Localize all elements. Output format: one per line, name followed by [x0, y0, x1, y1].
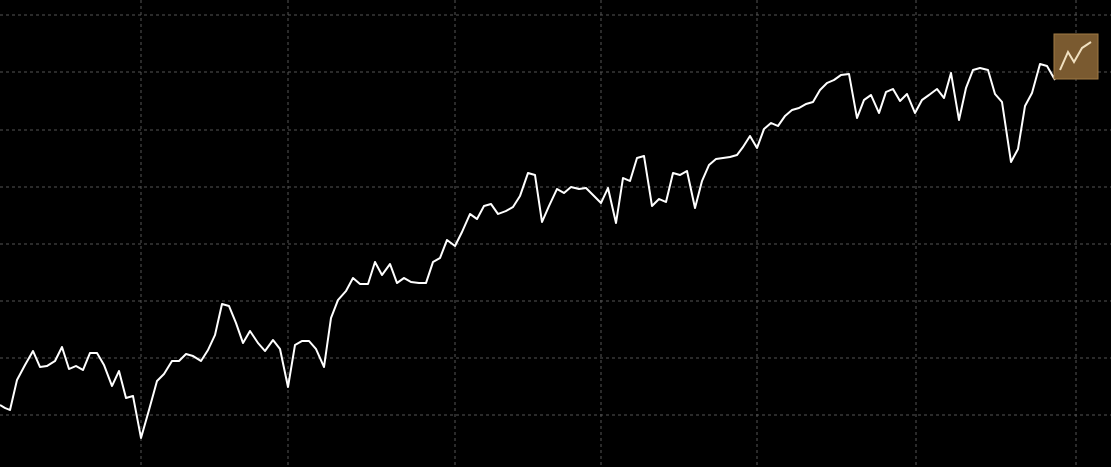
icon-glyph	[1059, 41, 1092, 71]
line	[0, 63, 1056, 439]
chart-icon[interactable]	[1053, 33, 1099, 80]
plot	[0, 63, 1056, 439]
